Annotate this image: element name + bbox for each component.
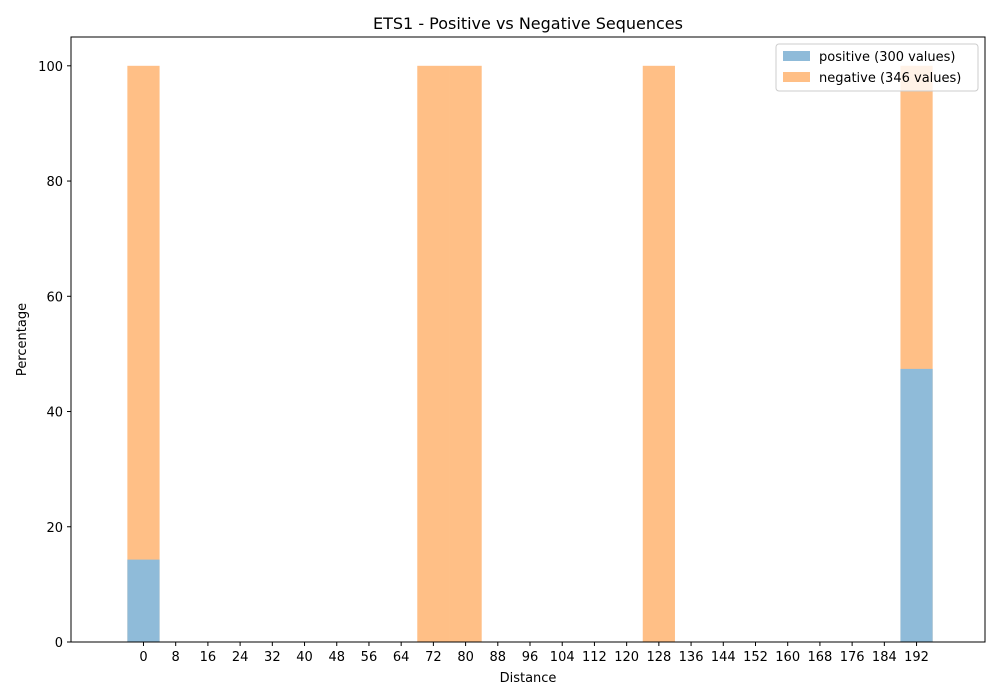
x-tick-label: 136	[679, 650, 704, 665]
x-tick-label: 88	[490, 650, 507, 665]
x-tick-label: 120	[614, 650, 639, 665]
x-tick-label: 64	[393, 650, 410, 665]
x-axis-label: Distance	[500, 671, 557, 686]
x-axis-ticks: 0 8 16 24 32 40 48 56 64 72 80 88 96 104 112 120 128 136 1…	[139, 642, 929, 665]
y-tick-label: 80	[46, 175, 63, 190]
legend-swatch-negative	[783, 72, 810, 82]
x-tick-label: 0	[139, 650, 147, 665]
bar-negative-72	[417, 65, 450, 643]
x-tick-label: 16	[200, 650, 217, 665]
y-tick-label: 0	[55, 636, 63, 651]
x-tick-label: 48	[328, 650, 345, 665]
x-tick-label: 192	[904, 650, 929, 665]
legend-label-negative: negative (346 values)	[819, 71, 961, 86]
legend-label-positive: positive (300 values)	[819, 50, 956, 65]
bar-positive-0	[127, 559, 160, 642]
x-tick-label: 184	[872, 650, 897, 665]
x-tick-label: 8	[172, 650, 180, 665]
x-tick-label: 32	[264, 650, 281, 665]
axes-frame	[70, 36, 986, 643]
x-tick-label: 160	[775, 650, 800, 665]
y-tick-label: 20	[46, 521, 63, 536]
x-tick-label: 104	[550, 650, 575, 665]
y-tick-label: 40	[46, 406, 63, 421]
x-tick-label: 24	[232, 650, 249, 665]
x-tick-label: 144	[711, 650, 736, 665]
bar-negative-0	[127, 65, 160, 643]
chart-title: ETS1 - Positive vs Negative Sequences	[373, 14, 683, 33]
x-tick-label: 72	[425, 650, 442, 665]
x-tick-label: 128	[646, 650, 671, 665]
x-tick-label: 112	[582, 650, 607, 665]
y-axis-ticks: 0 20 40 60 80 100	[38, 60, 71, 651]
x-tick-label: 152	[743, 650, 768, 665]
x-tick-label: 168	[808, 650, 833, 665]
x-tick-label: 176	[840, 650, 865, 665]
legend-box	[775, 43, 979, 92]
y-tick-label: 100	[38, 60, 63, 75]
y-axis-label: Percentage	[15, 303, 30, 376]
x-tick-label: 96	[522, 650, 539, 665]
legend-swatch-positive	[783, 51, 810, 61]
bar-positive-192	[900, 368, 933, 642]
bar-negative-128	[642, 65, 675, 643]
x-tick-label: 80	[457, 650, 474, 665]
bar-negative-80	[449, 65, 482, 643]
y-tick-label: 60	[46, 290, 63, 305]
x-tick-label: 40	[296, 650, 313, 665]
x-tick-label: 56	[361, 650, 378, 665]
legend: positive (300 values) negative (346 valu…	[775, 43, 979, 92]
bars-layer	[127, 65, 933, 643]
